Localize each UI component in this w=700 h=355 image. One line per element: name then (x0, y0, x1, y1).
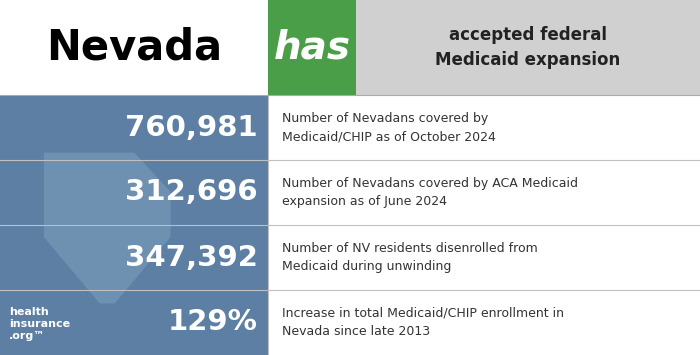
Polygon shape (44, 153, 171, 304)
Text: accepted federal
Medicaid expansion: accepted federal Medicaid expansion (435, 26, 621, 69)
Text: 347,392: 347,392 (125, 244, 258, 272)
Bar (356, 0, 700, 95)
Text: health
insurance
.org™: health insurance .org™ (9, 307, 70, 341)
Text: 760,981: 760,981 (125, 114, 258, 142)
Text: Number of Nevadans covered by ACA Medicaid
expansion as of June 2024: Number of Nevadans covered by ACA Medica… (282, 177, 578, 208)
Text: Nevada: Nevada (46, 27, 222, 69)
Text: has: has (274, 28, 351, 66)
Text: Number of Nevadans covered by
Medicaid/CHIP as of October 2024: Number of Nevadans covered by Medicaid/C… (282, 112, 496, 143)
Text: 129%: 129% (168, 308, 258, 337)
Text: Increase in total Medicaid/CHIP enrollment in
Nevada since late 2013: Increase in total Medicaid/CHIP enrollme… (282, 307, 564, 338)
Bar (268, 95, 700, 355)
Bar (0, 95, 268, 355)
Bar (268, 0, 356, 95)
Text: 312,696: 312,696 (125, 179, 258, 207)
Bar (0, 0, 268, 95)
Text: Number of NV residents disenrolled from
Medicaid during unwinding: Number of NV residents disenrolled from … (282, 242, 538, 273)
